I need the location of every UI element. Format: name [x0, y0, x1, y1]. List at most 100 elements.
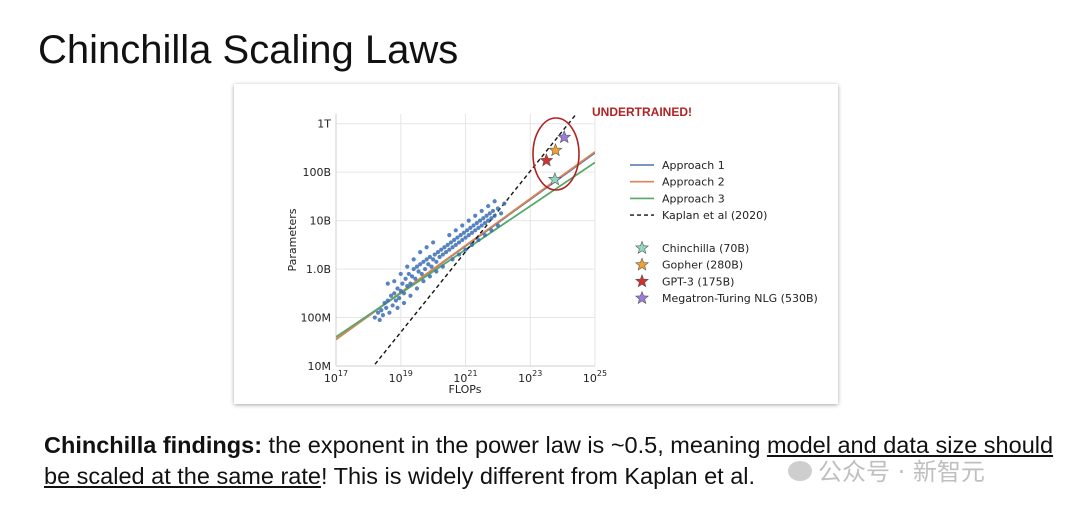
scatter-point	[492, 213, 497, 218]
scatter-point	[466, 233, 471, 238]
legend-label: Approach 3	[662, 192, 725, 205]
scatter-point	[452, 237, 457, 243]
scatter-point	[372, 315, 377, 320]
x-tick-label: 1021	[453, 369, 477, 385]
scatter-point	[424, 257, 429, 262]
scatter-point	[495, 223, 500, 228]
model-star-chinchilla-70b	[547, 172, 562, 186]
legend: Approach 1 Approach 2 Approach 3 Kaplan et …	[630, 159, 818, 305]
scatter-point	[437, 254, 442, 260]
watermark: 公众号 · 新智元	[788, 452, 985, 487]
scatter-point	[460, 237, 465, 243]
page-title: Chinchilla Scaling Laws	[38, 28, 459, 72]
x-tick-label: 1025	[583, 369, 607, 385]
scatter-point	[379, 308, 384, 313]
scatter-point	[408, 281, 413, 286]
scatter-point	[448, 240, 454, 245]
scatter-point	[458, 233, 463, 238]
y-tick-label: 10B	[309, 215, 331, 228]
scatter-point	[414, 264, 420, 269]
scatter-point	[434, 269, 439, 274]
scatter-point	[418, 262, 423, 267]
y-tick-label: 1T	[317, 118, 331, 131]
model-star-megatron-turing-nlg-530b	[557, 129, 572, 144]
scatter-point	[445, 242, 450, 247]
scaling-law-figure: 1017 1019 1021 1023 1025 10M 100M 1.0B 10B 100B 1T…	[234, 84, 838, 404]
scatter-point	[456, 252, 462, 257]
legend-label: Approach 2	[662, 176, 725, 189]
scatter-point	[447, 233, 452, 238]
scatter-point	[447, 247, 452, 252]
scatter-point	[422, 266, 428, 272]
scatter-point	[411, 257, 416, 262]
x-tick-exponent: 25	[597, 369, 607, 378]
legend-label: Kaplan et al (2020)	[662, 209, 767, 222]
scatter-point	[482, 220, 488, 226]
scatter-point	[432, 252, 437, 257]
scatter-point	[409, 274, 415, 279]
scatter-point	[461, 230, 466, 235]
scatter-point	[429, 264, 434, 269]
scatter-point	[385, 281, 390, 286]
scatter-point	[442, 245, 447, 250]
x-tick-exponent: 17	[338, 369, 348, 378]
x-tick-base: 10	[453, 372, 467, 385]
scatter-point	[392, 279, 397, 284]
scatter-point	[450, 257, 455, 262]
scatter-point	[424, 245, 429, 250]
scatter-point	[375, 310, 381, 315]
scatter-point	[416, 269, 421, 274]
legend-label: Approach 1	[662, 159, 725, 172]
scatter-point	[463, 235, 468, 240]
legend-star-icon	[635, 290, 649, 305]
undertrained-circle	[532, 117, 580, 191]
x-tick-exponent: 21	[467, 369, 477, 378]
scatter-point	[398, 271, 403, 277]
scatter-point	[434, 259, 439, 264]
legend-label: GPT-3 (175B)	[662, 275, 734, 288]
legend-label: Megatron-Turing NLG (530B)	[662, 292, 818, 305]
scatter-point	[466, 218, 471, 223]
scatter-point	[450, 245, 455, 250]
y-tick-label: 100M	[301, 312, 332, 325]
scatter-point	[440, 252, 445, 257]
scatter-point	[398, 288, 403, 293]
scatter-point	[419, 271, 424, 277]
scatter-point	[486, 203, 491, 209]
scatter-point	[468, 225, 473, 230]
scatter-point	[393, 298, 398, 303]
scatter-point	[418, 250, 423, 255]
scatter-point	[443, 250, 449, 255]
x-tick-base: 10	[583, 372, 597, 385]
model-star-gopher-280b	[548, 142, 563, 157]
scatter-point	[474, 220, 479, 226]
scatter-point	[400, 281, 405, 286]
scatter-layer	[372, 199, 507, 323]
grid-layer	[335, 114, 596, 367]
scatter-point	[426, 262, 431, 267]
scatter-point	[453, 228, 458, 233]
scatter-point	[473, 228, 478, 233]
scatter-point	[388, 293, 394, 298]
y-tick-label: 10M	[308, 360, 332, 373]
scatter-point	[413, 276, 418, 281]
x-tick-exponent: 23	[532, 369, 542, 378]
wechat-logo-icon	[788, 461, 812, 481]
scatter-point	[492, 199, 497, 204]
scatter-point	[487, 211, 492, 216]
legend-star-icon	[635, 240, 649, 254]
scatter-point	[395, 305, 400, 310]
scatter-point	[421, 279, 426, 284]
scatter-point	[421, 259, 426, 264]
scatter-point	[384, 305, 389, 310]
x-axis-label: FLOPs	[449, 383, 482, 396]
scatter-point	[405, 264, 410, 269]
scatter-point	[486, 218, 491, 223]
findings-label: Chinchilla findings:	[44, 432, 263, 458]
scatter-point	[380, 313, 386, 318]
findings-paragraph: Chinchilla findings: the exponent in the…	[44, 430, 1054, 492]
scatter-point	[401, 300, 407, 306]
scatter-point	[377, 317, 382, 323]
scatter-point	[408, 293, 413, 298]
